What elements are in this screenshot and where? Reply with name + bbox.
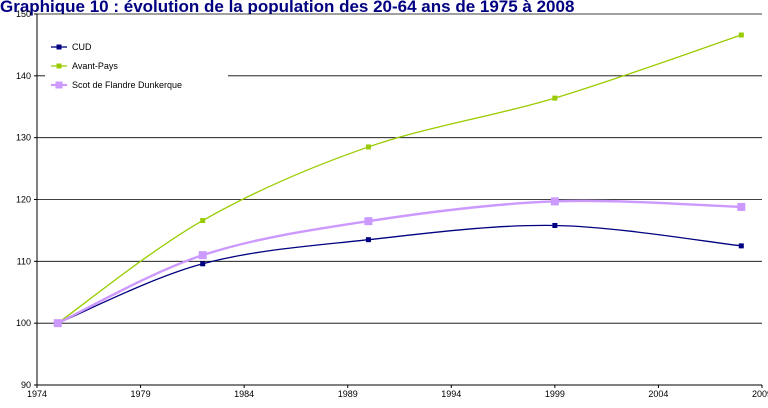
x-tick-label-2004: 2004: [648, 389, 668, 399]
legend-marker-cud: [56, 44, 62, 50]
legend-label-avant-pays: Avant-Pays: [72, 61, 118, 71]
y-tick-label-120: 120: [16, 195, 31, 205]
legend-label-cud: CUD: [72, 42, 92, 52]
legend-marker-avant-pays: [56, 63, 62, 69]
y-tick-label-90: 90: [21, 380, 31, 390]
data-point-cud-1982: [200, 261, 206, 267]
x-tick-label-2009: 2009: [752, 389, 768, 399]
y-tick-label-110: 110: [17, 256, 31, 266]
data-point-cud-1990: [365, 237, 371, 243]
data-point-cud-1999: [552, 222, 558, 228]
series-lines: [53, 32, 746, 328]
data-point-avant-pays-2008: [738, 32, 744, 38]
data-point-avant-pays-1990: [365, 144, 371, 150]
data-point-avant-pays-1982: [200, 218, 206, 224]
data-point-scot-de-flandre-dunkerque-1975: [53, 319, 62, 328]
y-tick-label-150: 150: [16, 9, 31, 19]
axes: [34, 13, 763, 388]
y-tick-label-140: 140: [16, 71, 31, 81]
x-tick-label-1974: 1974: [27, 389, 47, 399]
x-tick-label-1979: 1979: [131, 389, 151, 399]
x-tick-label-1989: 1989: [338, 389, 358, 399]
chart-title: Graphique 10 : évolution de la populatio…: [0, 0, 575, 16]
legend-box: [45, 33, 228, 99]
y-tick-label-130: 130: [16, 133, 31, 143]
y-axis-tick-labels: 90 100 110 120 130 140 150: [16, 9, 31, 390]
x-tick-label-1984: 1984: [234, 389, 254, 399]
data-point-scot-de-flandre-dunkerque-1999: [550, 197, 559, 206]
data-point-avant-pays-1999: [552, 95, 558, 101]
y-tick-label-100: 100: [16, 318, 31, 328]
x-tick-label-1994: 1994: [441, 389, 461, 399]
data-point-scot-de-flandre-dunkerque-1982: [198, 251, 207, 260]
legend: CUD Avant-Pays Scot de Flandre Dunkerque: [45, 33, 228, 99]
data-point-scot-de-flandre-dunkerque-1990: [364, 217, 373, 226]
legend-label-scot-de-flandre-dunkerque: Scot de Flandre Dunkerque: [72, 80, 182, 90]
data-point-cud-2008: [738, 243, 744, 249]
data-point-scot-de-flandre-dunkerque-2008: [737, 202, 746, 211]
x-tick-label-1999: 1999: [545, 389, 565, 399]
legend-marker-scot-de-flandre-dunkerque: [55, 81, 63, 89]
x-axis-tick-labels: 1974 1979 1984 1989 1994 1999 2004 2009: [27, 389, 768, 399]
